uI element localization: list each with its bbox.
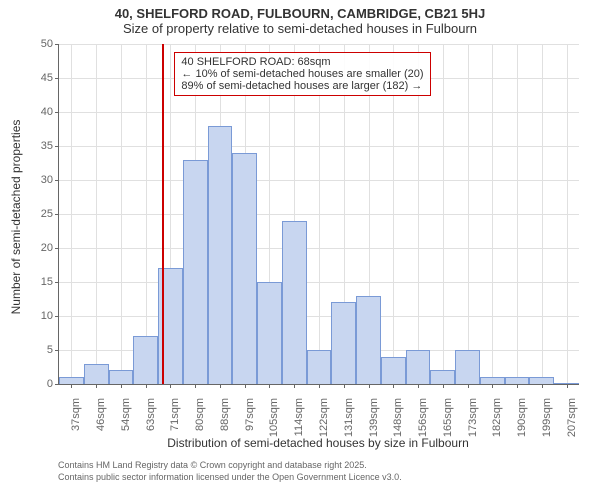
x-tick-mark [542, 384, 543, 388]
histogram-bar [480, 377, 505, 384]
gridline-vertical [517, 44, 518, 384]
gridline-vertical [146, 44, 147, 384]
y-tick-mark [55, 384, 59, 385]
histogram-bar [381, 357, 406, 384]
x-tick-mark [319, 384, 320, 388]
gridline-vertical [71, 44, 72, 384]
x-tick-mark [170, 384, 171, 388]
x-tick-mark [96, 384, 97, 388]
x-tick-mark [245, 384, 246, 388]
x-tick-mark [418, 384, 419, 388]
x-tick-mark [517, 384, 518, 388]
y-tick-label: 15 [29, 276, 53, 288]
x-tick-mark [492, 384, 493, 388]
histogram-bar [331, 302, 356, 384]
gridline-vertical [121, 44, 122, 384]
gridline-vertical [443, 44, 444, 384]
histogram-bar [554, 383, 579, 384]
histogram-bar [307, 350, 332, 384]
histogram-bar [109, 370, 134, 384]
footnote-2: Contains public sector information licen… [58, 472, 402, 482]
histogram-bar [430, 370, 455, 384]
y-tick-label: 25 [29, 208, 53, 220]
chart-title: 40, SHELFORD ROAD, FULBOURN, CAMBRIDGE, … [0, 0, 600, 21]
x-axis-label: Distribution of semi-detached houses by … [58, 436, 578, 450]
y-tick-label: 0 [29, 378, 53, 390]
annotation-box: 40 SHELFORD ROAD: 68sqm← 10% of semi-det… [174, 52, 430, 96]
histogram-bar [529, 377, 554, 384]
histogram-bar [208, 126, 233, 384]
gridline-vertical [567, 44, 568, 384]
histogram-bar [455, 350, 480, 384]
annotation-line-3: 89% of semi-detached houses are larger (… [181, 80, 423, 92]
x-tick-mark [121, 384, 122, 388]
x-tick-mark [443, 384, 444, 388]
x-tick-mark [71, 384, 72, 388]
y-tick-label: 5 [29, 344, 53, 356]
y-tick-label: 40 [29, 106, 53, 118]
histogram-bar [232, 153, 257, 384]
y-axis-label: Number of semi-detached properties [9, 107, 23, 327]
chart-subtitle: Size of property relative to semi-detach… [0, 21, 600, 36]
x-tick-mark [269, 384, 270, 388]
y-tick-mark [55, 350, 59, 351]
y-tick-mark [55, 78, 59, 79]
histogram-bar [183, 160, 208, 384]
y-tick-label: 45 [29, 72, 53, 84]
x-tick-mark [220, 384, 221, 388]
y-tick-mark [55, 112, 59, 113]
y-tick-label: 35 [29, 140, 53, 152]
marker-line [162, 44, 164, 384]
y-tick-mark [55, 316, 59, 317]
annotation-line-2: ← 10% of semi-detached houses are smalle… [181, 68, 423, 80]
chart-container: 40, SHELFORD ROAD, FULBOURN, CAMBRIDGE, … [0, 0, 600, 500]
histogram-bar [505, 377, 530, 384]
y-tick-label: 30 [29, 174, 53, 186]
x-tick-mark [468, 384, 469, 388]
x-tick-mark [344, 384, 345, 388]
x-tick-mark [294, 384, 295, 388]
gridline-vertical [492, 44, 493, 384]
y-tick-mark [55, 214, 59, 215]
x-tick-mark [393, 384, 394, 388]
y-tick-label: 20 [29, 242, 53, 254]
y-tick-mark [55, 146, 59, 147]
y-tick-mark [55, 248, 59, 249]
x-tick-mark [567, 384, 568, 388]
histogram-bar [84, 364, 109, 384]
x-tick-mark [369, 384, 370, 388]
x-tick-mark [146, 384, 147, 388]
y-tick-label: 50 [29, 38, 53, 50]
footnote-1: Contains HM Land Registry data © Crown c… [58, 460, 367, 470]
y-tick-mark [55, 282, 59, 283]
histogram-bar [356, 296, 381, 384]
histogram-bar [282, 221, 307, 384]
gridline-vertical [542, 44, 543, 384]
y-tick-label: 10 [29, 310, 53, 322]
gridline-vertical [468, 44, 469, 384]
histogram-bar [406, 350, 431, 384]
y-tick-mark [55, 180, 59, 181]
annotation-line-1: 40 SHELFORD ROAD: 68sqm [181, 56, 423, 68]
gridline-vertical [96, 44, 97, 384]
x-tick-mark [195, 384, 196, 388]
y-tick-mark [55, 44, 59, 45]
histogram-bar [257, 282, 282, 384]
histogram-bar [59, 377, 84, 384]
histogram-bar [133, 336, 158, 384]
plot-area: 0510152025303540455037sqm46sqm54sqm63sqm… [58, 44, 579, 385]
